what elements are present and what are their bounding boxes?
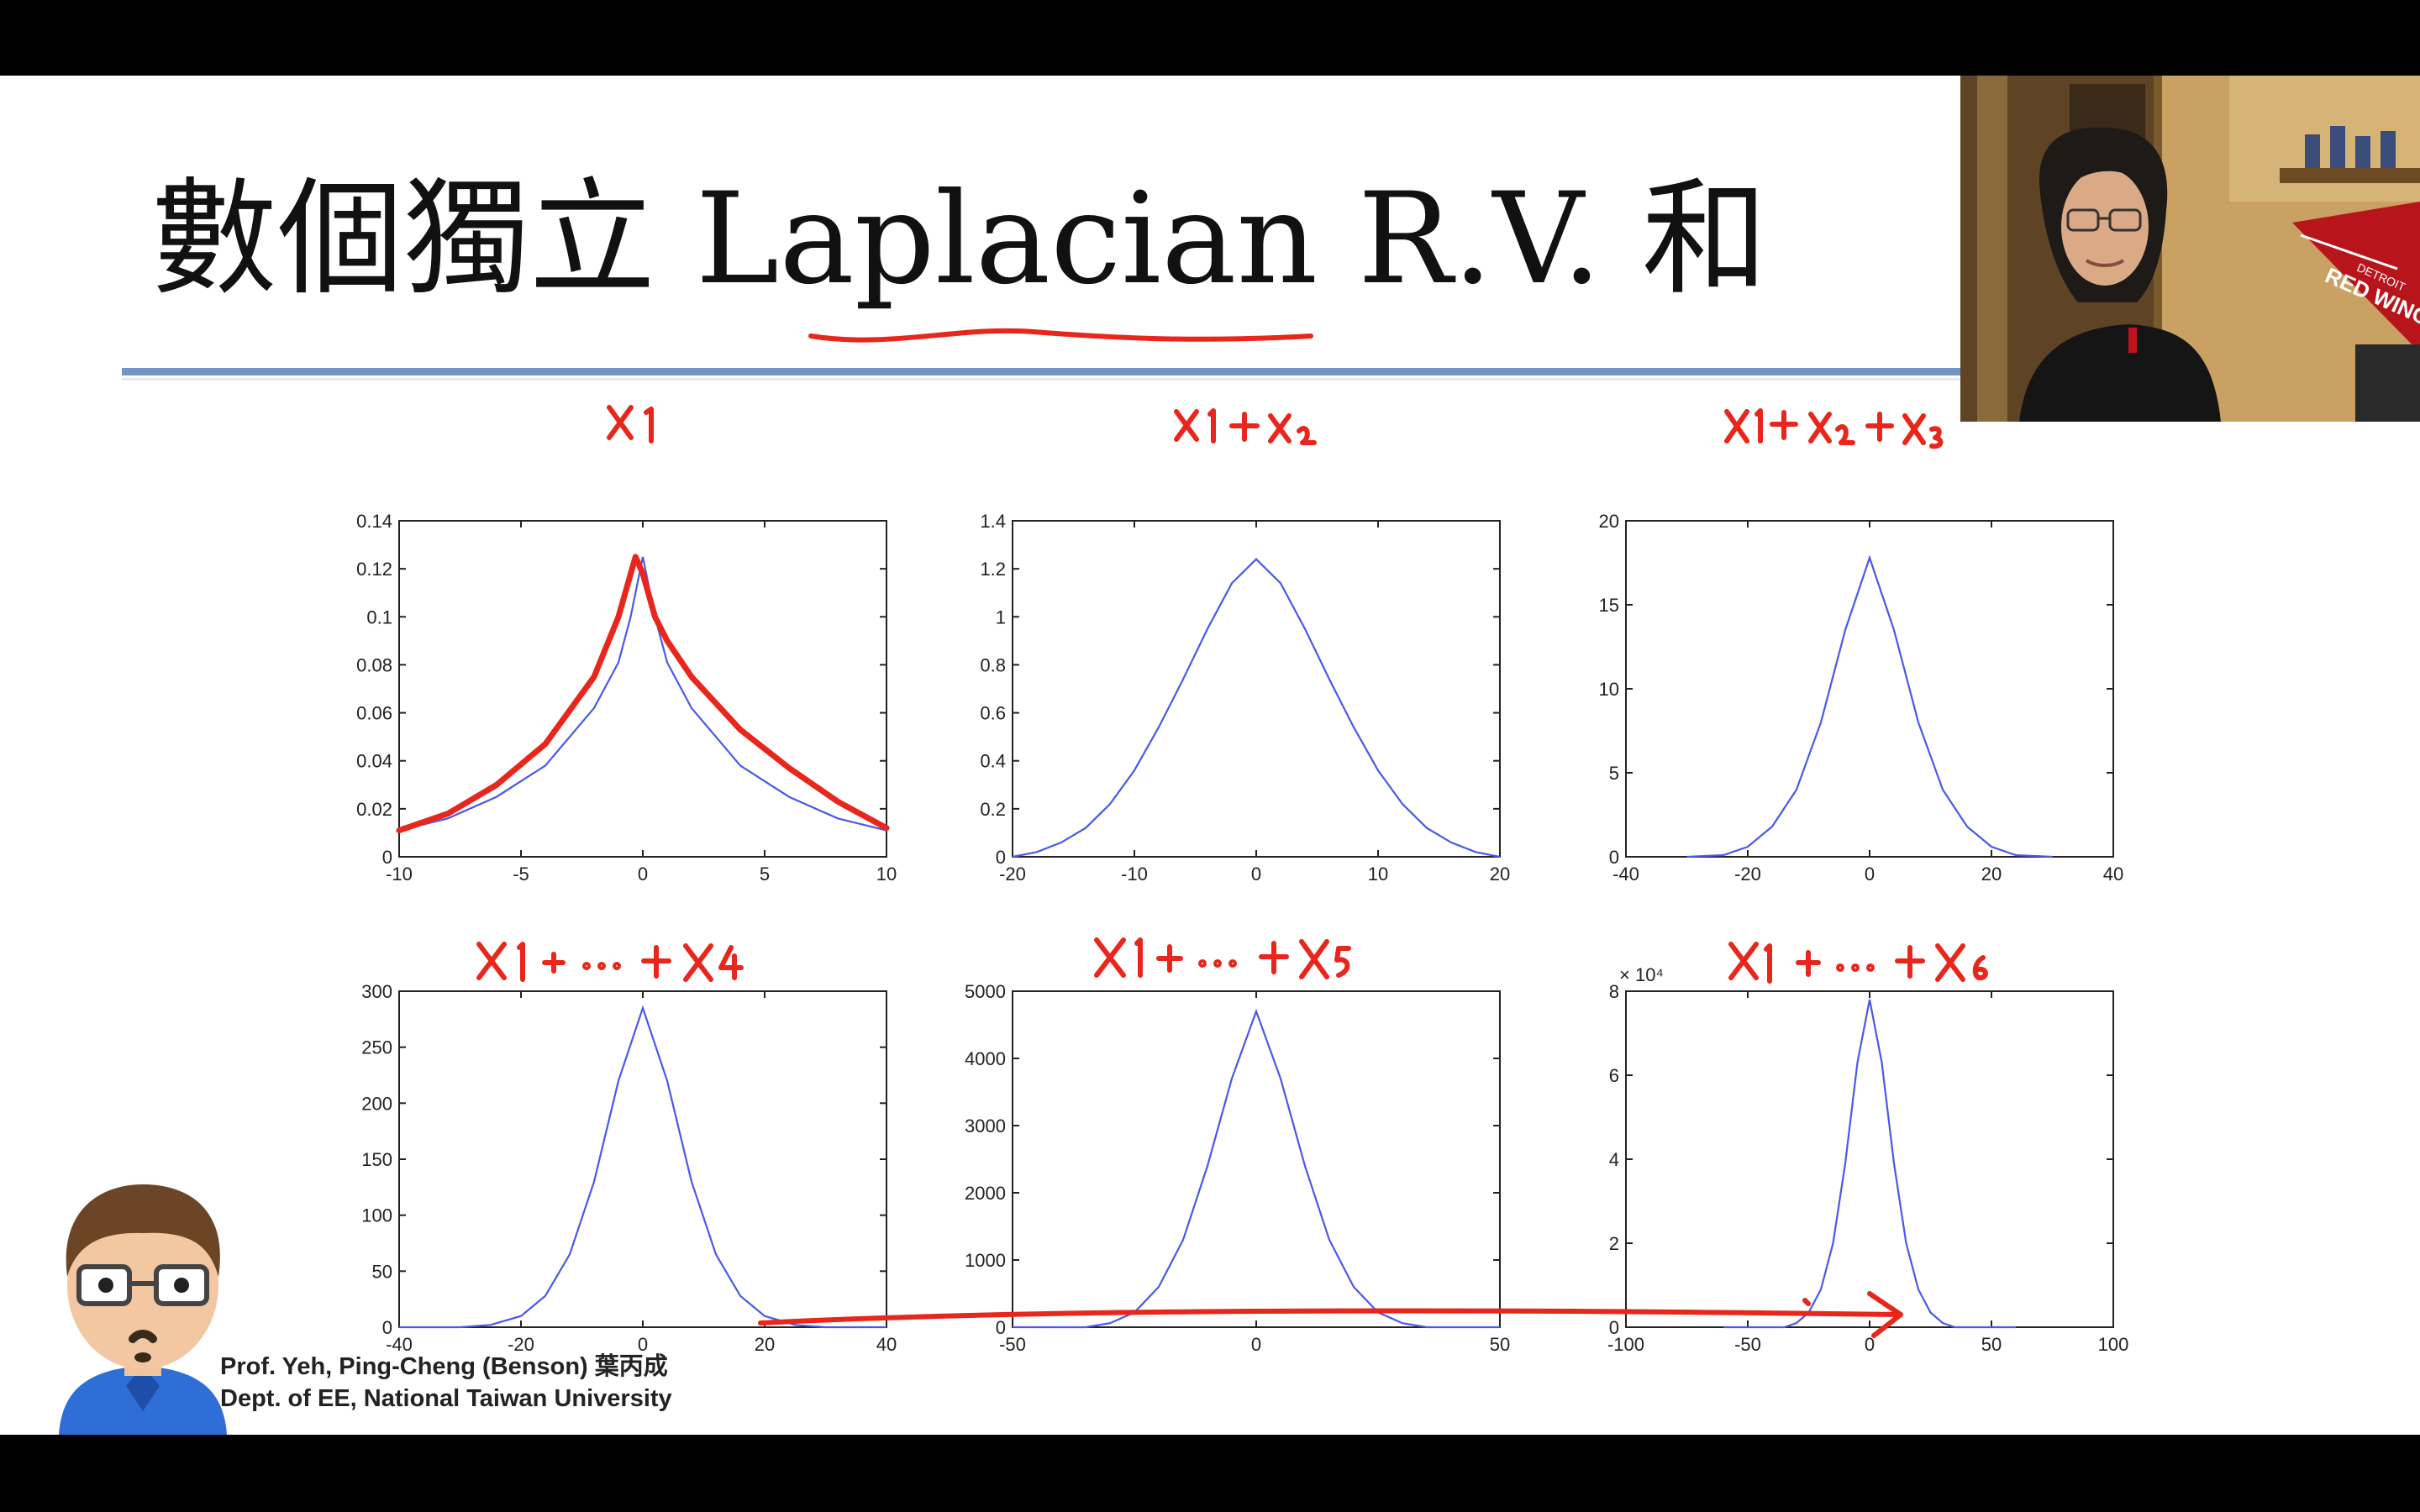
y-tick-label: 0.1: [366, 606, 392, 627]
y-tick-label: 0: [1609, 1317, 1619, 1338]
subplot-6: -100 -50 0 50 100 0 2 4 6 8× 10⁴: [1607, 964, 2129, 1355]
y-tick-label: 1: [996, 606, 1006, 627]
y-tick-label: 5: [1609, 763, 1619, 784]
y-tick-label: 300: [361, 981, 392, 1002]
handdrawn-curve: [396, 554, 890, 834]
title-underline-shadow: [122, 378, 2155, 381]
x-tick-label: -50: [999, 1334, 1026, 1355]
y-tick-label: 0.2: [980, 799, 1006, 820]
webcam-feed: RED WINGS DETROIT: [1960, 76, 2420, 422]
series-line: [398, 556, 887, 832]
y-tick-label: 0.12: [356, 559, 392, 580]
x-tick-label: 5: [760, 864, 770, 885]
y-tick-label: 2: [1609, 1233, 1619, 1254]
plot-frame: [1012, 990, 1501, 1328]
series-line: [1012, 558, 1501, 858]
avatar: [59, 1184, 227, 1435]
x-tick-label: -40: [1612, 864, 1639, 885]
x-tick-label: -20: [999, 864, 1026, 885]
y-tick-label: 3000: [965, 1116, 1006, 1137]
x-tick-label: 50: [1490, 1334, 1510, 1355]
y-tick-label: 5000: [965, 981, 1006, 1002]
x-tick-label: 100: [2098, 1334, 2129, 1355]
y-tick-label: 8: [1609, 981, 1619, 1002]
plot-frame: [1012, 520, 1501, 858]
subplot-4: -40 -20 0 20 40 0 50 100 150 200 250 300: [361, 981, 897, 1355]
y-tick-label: 0: [382, 1317, 392, 1338]
y-tick-label: 1000: [965, 1250, 1006, 1271]
y-tick-label: 150: [361, 1149, 392, 1170]
x-tick-label: 10: [1368, 864, 1388, 885]
title-underline-rule: [122, 368, 2155, 375]
x-tick-label: -40: [386, 1334, 413, 1355]
y-tick-label: 0: [1609, 847, 1619, 868]
slide-caption: Prof. Yeh, Ping-Cheng (Benson) 葉丙成 Dept.…: [220, 1351, 672, 1415]
y-tick-label: 50: [372, 1261, 392, 1282]
x-tick-label: 20: [755, 1334, 775, 1355]
y-tick-label: 1.2: [980, 559, 1006, 580]
x-tick-label: 10: [876, 864, 897, 885]
handwriting-x1: [607, 405, 654, 444]
x-tick-label: 20: [1490, 864, 1510, 885]
x-tick-label: 0: [1251, 864, 1261, 885]
x-tick-label: -20: [1734, 864, 1761, 885]
y-tick-label: 0.6: [980, 703, 1006, 724]
x-tick-label: 40: [876, 1334, 897, 1355]
y-tick-label: 4000: [965, 1048, 1006, 1069]
y-tick-label: 0.02: [356, 799, 392, 820]
slide-title: 數個獨立 Laplacian R.V. 和: [151, 166, 1768, 312]
y-tick-label: 1.4: [980, 511, 1006, 532]
x-tick-label: 0: [1865, 864, 1875, 885]
x-tick-label: 50: [1981, 1334, 2002, 1355]
plot-frame: [1625, 990, 2114, 1328]
plot-frame: [1625, 520, 2114, 858]
x-tick-label: 0: [638, 864, 648, 885]
y-exponent-label: × 10⁴: [1619, 964, 1664, 985]
x-tick-label: -50: [1734, 1334, 1761, 1355]
caption-line-1: Prof. Yeh, Ping-Cheng (Benson) 葉丙成: [220, 1353, 668, 1380]
x-tick-label: -10: [1121, 864, 1148, 885]
y-tick-label: 0.08: [356, 654, 392, 675]
y-tick-label: 0.8: [980, 654, 1006, 675]
plot-frame: [398, 990, 887, 1328]
y-tick-label: 100: [361, 1205, 392, 1226]
x-tick-label: 20: [1981, 864, 2002, 885]
y-tick-label: 250: [361, 1037, 392, 1058]
y-tick-label: 200: [361, 1093, 392, 1114]
y-tick-label: 0: [996, 1317, 1006, 1338]
caption-line-2: Dept. of EE, National Taiwan University: [220, 1385, 672, 1412]
y-tick-label: 0: [996, 847, 1006, 868]
y-tick-label: 0.04: [356, 751, 392, 772]
subplot-3: -40 -20 0 20 40 0 5 10 15 20: [1599, 511, 2124, 885]
subplot-1: -10 -5 0 5 10 0 0.02 0.04 0.06 0.08 0.1 0.12 0.14: [356, 511, 897, 885]
series-line: [1686, 554, 2053, 858]
x-tick-label: -20: [508, 1334, 534, 1355]
y-tick-label: 0.4: [980, 751, 1006, 772]
title-underline-annotation: [808, 328, 1313, 343]
x-tick-label: -100: [1607, 1334, 1644, 1355]
slide: 數個獨立 Laplacian R.V. 和 -10 -5 0 5 10 0 0.02 0.04…: [0, 76, 2420, 1435]
y-tick-label: 6: [1609, 1065, 1619, 1086]
x-tick-label: 0: [1865, 1334, 1875, 1355]
y-tick-label: 15: [1599, 595, 1619, 616]
y-tick-label: 0.06: [356, 703, 392, 724]
handwriting-x1-plus-x2-plus-x3: [1724, 408, 1944, 449]
x-tick-label: 0: [638, 1334, 648, 1355]
y-tick-label: 0.14: [356, 511, 392, 532]
x-tick-label: 40: [2103, 864, 2123, 885]
y-tick-label: 4: [1609, 1149, 1619, 1170]
y-tick-label: 0: [382, 847, 392, 868]
x-tick-label: 0: [1251, 1334, 1261, 1355]
y-tick-label: 20: [1599, 511, 1619, 532]
y-tick-label: 10: [1599, 679, 1619, 700]
subplot-2: -20 -10 0 10 20 0 0.2 0.4 0.6 0.8 1 1.2 1.4: [980, 511, 1510, 885]
webcam-overlay: RED WINGS DETROIT: [1960, 76, 2420, 422]
handwriting-x1-plus-x2: [1174, 408, 1317, 445]
x-tick-label: -5: [513, 864, 529, 885]
x-tick-label: -10: [386, 864, 413, 885]
y-tick-label: 2000: [965, 1183, 1006, 1204]
